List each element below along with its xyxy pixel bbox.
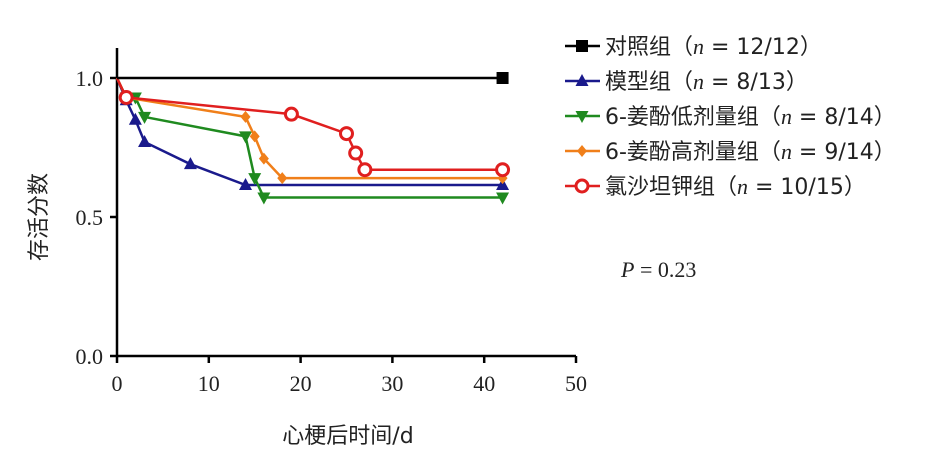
data-point — [348, 145, 364, 161]
y-tick-label: 1.0 — [76, 66, 104, 91]
data-point — [283, 106, 299, 122]
legend-label-suffix: = 8/13） — [704, 70, 808, 95]
data-point — [239, 178, 253, 191]
data-point — [258, 152, 269, 165]
x-tick-label: 20 — [290, 371, 312, 396]
legend-label-n: n — [781, 104, 792, 129]
legend-label-suffix: = 10/15） — [748, 175, 866, 200]
x-tick-label: 40 — [473, 371, 495, 396]
legend-label: 模型组（n = 8/13） — [605, 69, 808, 95]
y-tick-label: 0.0 — [76, 344, 104, 369]
legend-label: 对照组（n = 12/12） — [605, 34, 822, 60]
series-3 — [115, 77, 508, 185]
y-tick-label: 0.5 — [76, 205, 104, 230]
data-point — [257, 192, 271, 205]
legend-label-prefix: 对照组（ — [605, 35, 693, 60]
x-tick-label: 50 — [565, 371, 587, 396]
legend-item: 氯沙坦钾组（n = 10/15） — [565, 174, 866, 200]
legend-item: 对照组（n = 12/12） — [565, 34, 822, 60]
legend-label-suffix: = 9/14） — [792, 140, 896, 165]
x-axis-label: 心梗后时间/d — [282, 424, 413, 449]
data-point — [496, 72, 509, 84]
legend: 对照组（n = 12/12）模型组（n = 8/13）6-姜酚低剂量组（n = … — [565, 34, 896, 200]
legend-label-n: n — [693, 34, 704, 59]
series-1 — [115, 77, 510, 191]
legend-label-suffix: = 8/14） — [792, 105, 896, 130]
data-point — [249, 130, 260, 143]
legend-label-prefix: 6-姜酚高剂量组（ — [605, 140, 781, 165]
x-tick-label: 0 — [112, 371, 123, 396]
legend-label-n: n — [693, 69, 704, 94]
data-point — [496, 192, 510, 205]
legend-label: 6-姜酚高剂量组（n = 9/14） — [605, 139, 896, 165]
data-point — [138, 134, 152, 147]
legend-marker — [575, 111, 589, 123]
legend-label-prefix: 氯沙坦钾组（ — [605, 175, 737, 200]
data-point — [138, 111, 152, 124]
series-line — [115, 77, 503, 199]
series-group — [115, 72, 511, 205]
series-line — [115, 77, 503, 180]
x-tick-label: 10 — [198, 371, 220, 396]
legend-marker — [576, 40, 588, 52]
legend-item: 模型组（n = 8/13） — [565, 69, 808, 95]
series-0 — [117, 72, 509, 84]
data-point — [277, 172, 288, 185]
x-tick-label: 30 — [381, 371, 403, 396]
legend-label-n: n — [737, 174, 748, 199]
series-4 — [115, 77, 511, 178]
data-point — [248, 173, 262, 186]
legend-label-n: n — [781, 139, 792, 164]
legend-label: 6-姜酚低剂量组（n = 8/14） — [605, 104, 896, 130]
legend-marker — [575, 74, 589, 86]
data-point — [495, 162, 511, 178]
legend-label-suffix: = 12/12） — [704, 35, 822, 60]
legend-marker — [574, 178, 590, 194]
legend-label-prefix: 6-姜酚低剂量组（ — [605, 105, 781, 130]
legend-label: 氯沙坦钾组（n = 10/15） — [605, 174, 866, 200]
data-point — [118, 89, 134, 105]
y-axis-label: 存活分数 — [27, 173, 52, 261]
data-point — [240, 110, 251, 123]
data-point — [357, 162, 373, 178]
axes: 0 10 20 30 40 50 0.0 0.5 1.0 — [76, 48, 587, 396]
legend-marker — [577, 145, 587, 157]
legend-label-prefix: 模型组（ — [605, 70, 693, 95]
p-value-variable: P — [620, 257, 634, 282]
data-point — [128, 112, 142, 125]
data-point — [183, 157, 197, 170]
legend-item: 6-姜酚高剂量组（n = 9/14） — [565, 139, 896, 165]
legend-item: 6-姜酚低剂量组（n = 8/14） — [565, 104, 896, 130]
p-value-text: = 0.23 — [634, 257, 696, 282]
data-point — [339, 126, 354, 142]
data-point — [239, 131, 253, 144]
p-value-annotation: P = 0.23 — [620, 257, 696, 282]
